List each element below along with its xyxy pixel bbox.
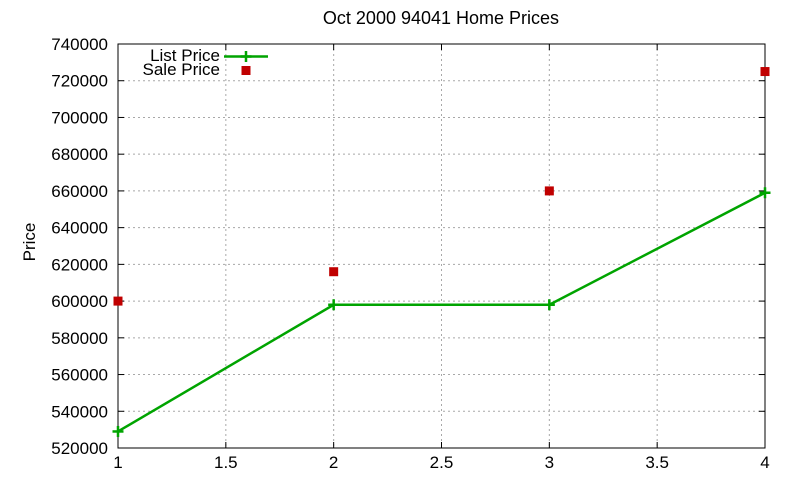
square-marker: [329, 267, 339, 277]
y-tick-label: 520000: [51, 439, 108, 458]
y-tick-label: 660000: [51, 182, 108, 201]
x-tick-label: 1.5: [214, 453, 238, 472]
series-sale-price: [113, 67, 770, 306]
legend-label-sale-price: Sale Price: [143, 60, 220, 79]
y-tick-label: 580000: [51, 329, 108, 348]
tick-layer: 520000 540000 560000 580000 600000 620000 6400…: [51, 35, 769, 472]
series-layer: [112, 67, 771, 437]
plot-border: [117, 43, 766, 449]
x-tick-label: 1: [113, 453, 122, 472]
y-tick-label: 600000: [51, 292, 108, 311]
square-marker: [241, 66, 251, 75]
legend: List Price Sale Price: [143, 46, 268, 79]
x-tick-label: 3.5: [645, 453, 669, 472]
y-tick-label: 560000: [51, 366, 108, 385]
legend-swatch-sale-price: [241, 66, 251, 75]
y-tick-label: 740000: [51, 35, 108, 54]
y-tick-label: 680000: [51, 145, 108, 164]
series-line: [117, 191, 766, 433]
square-marker: [544, 186, 554, 196]
y-tick-label: 540000: [51, 402, 108, 421]
y-tick-label: 640000: [51, 219, 108, 238]
y-tick-label: 700000: [51, 108, 108, 127]
square-marker: [760, 67, 770, 77]
x-tick-label: 3: [545, 453, 554, 472]
x-tick-label: 2.5: [430, 453, 454, 472]
legend-swatch-list-price: [224, 51, 268, 62]
legend-label-list-price: List Price: [150, 46, 220, 65]
y-tick-label: 720000: [51, 72, 108, 91]
x-tick-label: 2: [329, 453, 338, 472]
chart-title: Oct 2000 94041 Home Prices: [323, 8, 559, 28]
square-marker: [113, 296, 123, 306]
grid-layer: [118, 44, 765, 448]
series-list-price: [112, 187, 771, 437]
y-axis-label: Price: [20, 223, 39, 262]
y-tick-label: 620000: [51, 255, 108, 274]
x-tick-label: 4: [760, 453, 769, 472]
